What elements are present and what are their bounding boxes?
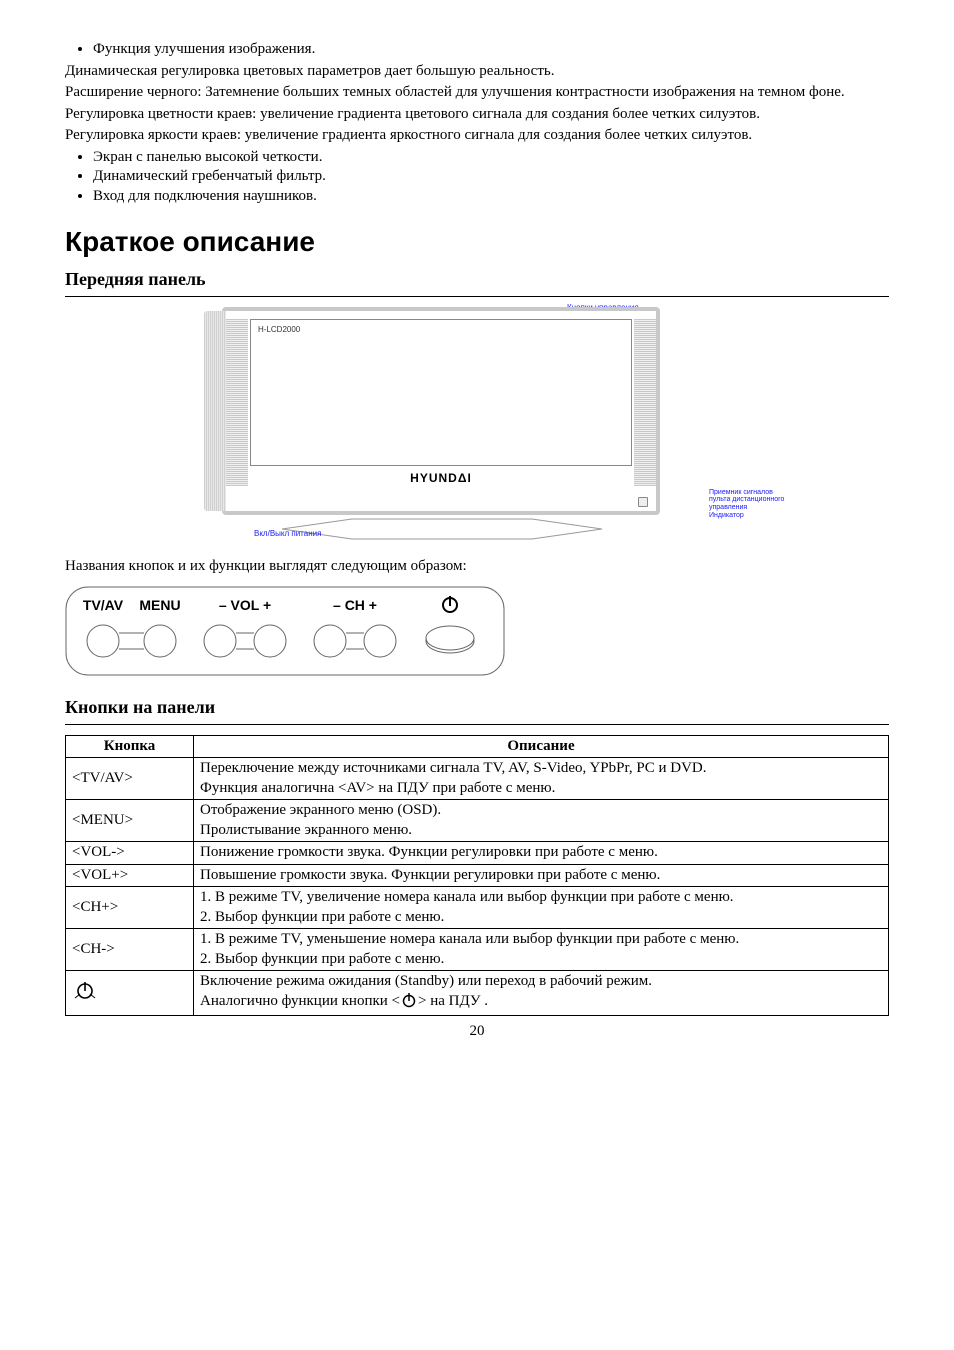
cell-desc-chminus-2: 2. Выбор функции при работе с меню. (200, 950, 882, 970)
cell-desc-power: Включение режима ожидания (Standby) или … (194, 971, 889, 1016)
cell-desc-chminus: 1. В режиме TV, уменьшение номера канала… (194, 929, 889, 971)
intro-p1: Динамическая регулировка цветовых параме… (65, 62, 889, 82)
rule-buttons (65, 724, 889, 725)
tv-mount (204, 311, 226, 511)
intro-list-1: Функция улучшения изображения. (65, 40, 889, 60)
intro-p4: Регулировка яркости краев: увеличение гр… (65, 126, 889, 146)
intro-bullet-3: Динамический гребенчатый фильтр. (93, 167, 889, 187)
tv-brand-label: HYUNDΔI (226, 471, 656, 487)
panel-lbl-menu: MENU (139, 597, 180, 613)
tv-model-label: H-LCD2000 (258, 325, 300, 335)
cell-desc-power-2b: > на ПДУ . (418, 993, 488, 1009)
rule-front-panel (65, 296, 889, 297)
power-icon (72, 980, 98, 1000)
tv-speaker-right (634, 319, 656, 486)
buttons-table: Кнопка Описание <TV/AV> Переключение меж… (65, 735, 889, 1017)
cell-key-power (66, 971, 194, 1016)
cell-desc-menu: Отображение экранного меню (OSD). Пролис… (194, 800, 889, 842)
tv-label-ir-1: Приемник сигналов (709, 489, 773, 496)
cell-desc-power-2a: Аналогично функции кнопки < (200, 993, 400, 1009)
table-row: <MENU> Отображение экранного меню (OSD).… (66, 800, 889, 842)
intro-bullet-4: Вход для подключения наушников. (93, 187, 889, 207)
cell-desc-volplus: Повышение громкости звука. Функции регул… (194, 864, 889, 887)
panel-lbl-tvav: TV/AV (83, 597, 124, 613)
cell-desc-chplus-2: 2. Выбор функции при работе с меню. (200, 908, 882, 928)
tv-ir-sensor (638, 497, 648, 507)
tv-label-ir-2: пульта дистанционного (709, 496, 784, 503)
cell-desc-volminus: Понижение громкости звука. Функции регул… (194, 842, 889, 865)
panel-btn-power (426, 626, 474, 653)
tv-label-ir-4: Индикатор (709, 512, 744, 519)
intro-bullet-2: Экран с панелью высокой четкости. (93, 148, 889, 168)
cell-desc-chplus: 1. В режиме TV, увеличение номера канала… (194, 887, 889, 929)
cell-key-volplus: <VOL+> (66, 864, 194, 887)
cell-desc-tvav-1: Переключение между источниками сигнала T… (200, 760, 707, 776)
tv-label-ir-3: управления (709, 504, 747, 511)
intro-p2: Расширение черного: Затемнение больших т… (65, 83, 889, 103)
table-row: <CH+> 1. В режиме TV, увеличение номера … (66, 887, 889, 929)
tv-diagram: Кнопки управления H-LCD2000 HYUNDΔI Вкл/… (222, 307, 732, 545)
cell-desc-chminus-1: 1. В режиме TV, уменьшение номера канала… (200, 930, 882, 950)
panel-lbl-vol: – VOL + (219, 597, 271, 613)
cell-key-volminus: <VOL-> (66, 842, 194, 865)
cell-desc-menu-1: Отображение экранного меню (OSD). (200, 802, 441, 818)
cell-desc-power-1: Включение режима ожидания (Standby) или … (200, 973, 652, 989)
table-row: <VOL+> Повышение громкости звука. Функци… (66, 864, 889, 887)
power-icon-inline (401, 992, 417, 1015)
tv-label-ir: Приемник сигналов пульта дистанционного … (709, 489, 804, 520)
heading-buttons: Кнопки на панели (65, 696, 889, 719)
th-desc: Описание (194, 735, 889, 758)
cell-key-chplus: <CH+> (66, 887, 194, 929)
table-row: <VOL-> Понижение громкости звука. Функци… (66, 842, 889, 865)
tv-screen (250, 319, 632, 466)
panel-caption: Названия кнопок и их функции выглядят сл… (65, 557, 889, 577)
heading-front-panel: Передняя панель (65, 268, 889, 291)
table-row: <CH-> 1. В режиме TV, уменьшение номера … (66, 929, 889, 971)
cell-desc-menu-2: Пролистывание экранного меню. (200, 822, 412, 838)
intro-list-2: Экран с панелью высокой четкости. Динами… (65, 148, 889, 207)
button-panel-svg: TV/AV MENU – VOL + – CH + (65, 586, 505, 676)
tv-body: H-LCD2000 HYUNDΔI (222, 307, 660, 515)
table-row: Включение режима ожидания (Standby) или … (66, 971, 889, 1016)
th-button: Кнопка (66, 735, 194, 758)
page-number: 20 (65, 1022, 889, 1042)
cell-key-menu: <MENU> (66, 800, 194, 842)
tv-label-power: Вкл/Выкл питания (254, 529, 321, 539)
heading-summary: Краткое описание (65, 224, 889, 260)
table-header-row: Кнопка Описание (66, 735, 889, 758)
cell-key-chminus: <CH-> (66, 929, 194, 971)
cell-desc-tvav-2: Функция аналогична <AV> на ПДУ при работ… (200, 780, 555, 796)
tv-speaker-left (226, 319, 248, 486)
intro-bullet-1: Функция улучшения изображения. (93, 40, 889, 60)
tv-base-shape (282, 517, 602, 545)
cell-desc-tvav: Переключение между источниками сигнала T… (194, 758, 889, 800)
button-panel-diagram: TV/AV MENU – VOL + – CH + (65, 586, 889, 676)
panel-lbl-ch: – CH + (333, 597, 377, 613)
table-row: <TV/AV> Переключение между источниками с… (66, 758, 889, 800)
tv-base: Вкл/Выкл питания (222, 515, 652, 545)
cell-desc-chplus-1: 1. В режиме TV, увеличение номера канала… (200, 888, 882, 908)
intro-p3: Регулировка цветности краев: увеличение … (65, 105, 889, 125)
cell-key-tvav: <TV/AV> (66, 758, 194, 800)
